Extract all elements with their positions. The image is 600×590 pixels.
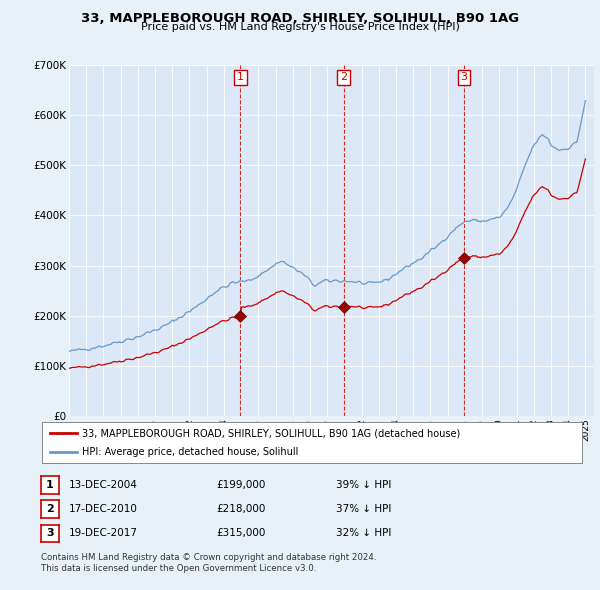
- Text: £315,000: £315,000: [216, 529, 265, 538]
- Text: This data is licensed under the Open Government Licence v3.0.: This data is licensed under the Open Gov…: [41, 565, 316, 573]
- Text: Price paid vs. HM Land Registry's House Price Index (HPI): Price paid vs. HM Land Registry's House …: [140, 22, 460, 32]
- Text: 17-DEC-2010: 17-DEC-2010: [69, 504, 138, 514]
- Text: 19-DEC-2017: 19-DEC-2017: [69, 529, 138, 538]
- Text: 13-DEC-2004: 13-DEC-2004: [69, 480, 138, 490]
- Text: £218,000: £218,000: [216, 504, 265, 514]
- Text: 2: 2: [340, 73, 347, 83]
- Text: 1: 1: [237, 73, 244, 83]
- Text: HPI: Average price, detached house, Solihull: HPI: Average price, detached house, Soli…: [83, 447, 299, 457]
- Text: 3: 3: [461, 73, 467, 83]
- Text: 1: 1: [46, 480, 53, 490]
- Text: 33, MAPPLEBOROUGH ROAD, SHIRLEY, SOLIHULL, B90 1AG (detached house): 33, MAPPLEBOROUGH ROAD, SHIRLEY, SOLIHUL…: [83, 428, 461, 438]
- Text: Contains HM Land Registry data © Crown copyright and database right 2024.: Contains HM Land Registry data © Crown c…: [41, 553, 376, 562]
- Text: 37% ↓ HPI: 37% ↓ HPI: [336, 504, 391, 514]
- Text: 32% ↓ HPI: 32% ↓ HPI: [336, 529, 391, 538]
- Text: 33, MAPPLEBOROUGH ROAD, SHIRLEY, SOLIHULL, B90 1AG: 33, MAPPLEBOROUGH ROAD, SHIRLEY, SOLIHUL…: [81, 12, 519, 25]
- Text: £199,000: £199,000: [216, 480, 265, 490]
- Text: 2: 2: [46, 504, 53, 514]
- Text: 39% ↓ HPI: 39% ↓ HPI: [336, 480, 391, 490]
- Text: 3: 3: [46, 529, 53, 538]
